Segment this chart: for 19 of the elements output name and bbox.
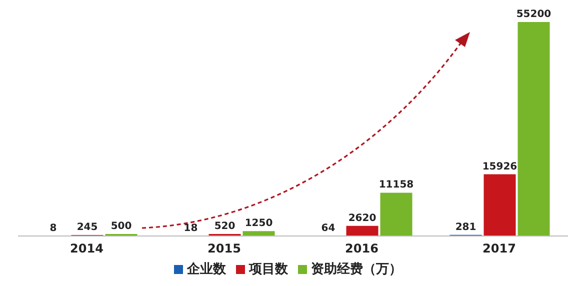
data-label: 64 (321, 222, 336, 234)
data-label: 8 (50, 222, 57, 234)
data-label: 1250 (244, 218, 273, 230)
data-label: 15926 (482, 161, 518, 172)
data-label: 2620 (348, 212, 376, 224)
data-label: 11158 (378, 180, 414, 191)
data-label: 500 (110, 221, 132, 232)
legend-label: 项目数 (249, 262, 288, 277)
x-tick-label: 2017 (482, 242, 516, 256)
x-tick-label: 2016 (345, 242, 378, 256)
legend-label: 资助经费（万） (311, 262, 402, 277)
x-tick-label: 2014 (70, 242, 104, 256)
legend-label: 企业数 (187, 262, 226, 277)
data-label: 281 (455, 222, 476, 233)
data-label: 245 (76, 222, 98, 234)
data-label: 520 (214, 220, 236, 232)
data-label: 55200 (516, 9, 552, 20)
x-tick-label: 2015 (208, 242, 241, 256)
data-label: 18 (184, 222, 198, 234)
